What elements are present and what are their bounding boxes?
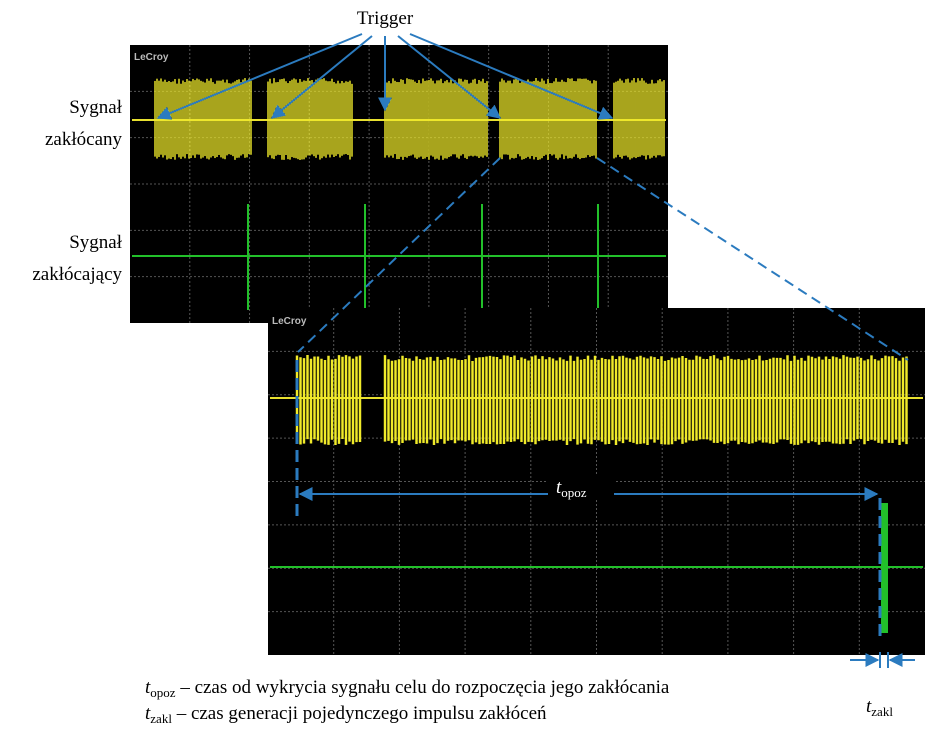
signal-label: zakłócany <box>45 129 123 150</box>
signal-label: zakłócający <box>32 264 122 285</box>
scope-brand: LeCroy <box>134 52 169 63</box>
figure: LeCroy LeCroy topoz tzakl Trigger Sygnał… <box>0 0 925 730</box>
green-pulse <box>881 503 888 633</box>
legend-item: topoz – czas od wykrycia sygnału celu do… <box>145 677 670 700</box>
scope-brand: LeCroy <box>272 316 307 327</box>
signal-label: Sygnał <box>69 97 123 118</box>
signal-label: Sygnał <box>69 232 123 253</box>
t-zakl-label: tzakl <box>866 696 893 719</box>
legend-item: tzakl – czas generacji pojedynczego impu… <box>145 703 547 726</box>
trigger-label: Trigger <box>357 8 414 29</box>
